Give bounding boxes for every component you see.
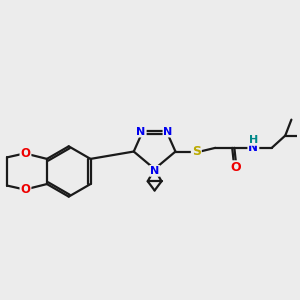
Text: N: N (150, 166, 159, 176)
Text: N: N (136, 127, 146, 136)
Text: S: S (192, 145, 201, 158)
Text: H: H (249, 135, 258, 145)
Text: O: O (20, 147, 31, 160)
Text: N: N (164, 127, 173, 136)
Text: O: O (20, 183, 31, 196)
Text: N: N (248, 141, 258, 154)
Text: O: O (231, 161, 242, 174)
